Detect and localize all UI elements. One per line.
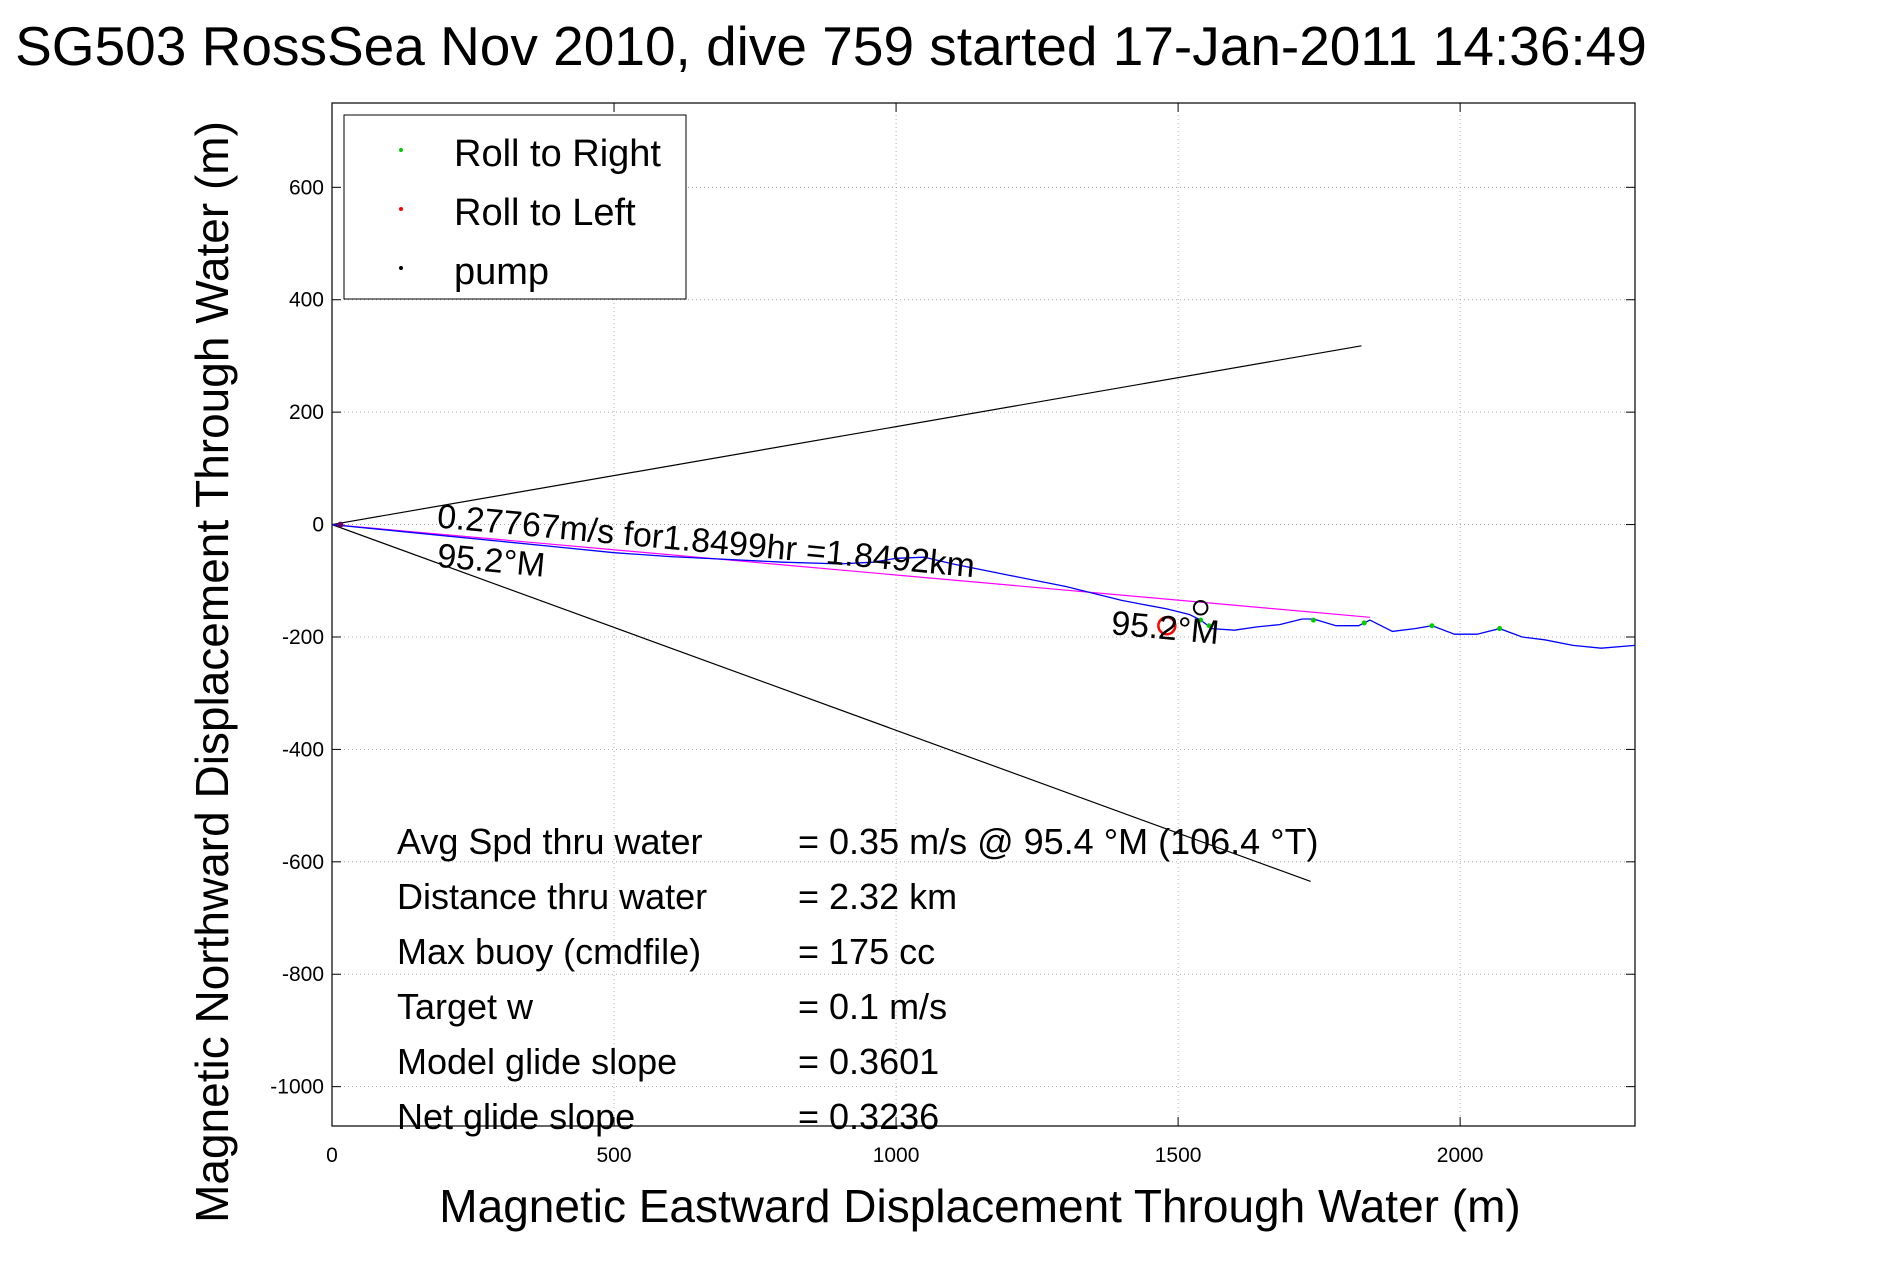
legend-label: Roll to Left <box>454 192 636 234</box>
cone-upper-line <box>332 345 1362 526</box>
series-layer <box>332 345 1635 883</box>
axis-ticks: 0 500 1000 1500 20006004002000-200-400-600-8… <box>270 103 1635 1167</box>
pump-loop <box>1192 599 1209 616</box>
y-tick-label: 400 <box>289 289 324 312</box>
annotation-label: 95.2°M <box>1110 604 1221 652</box>
roll-right-point <box>1497 626 1503 632</box>
stat-value: = 0.35 m/s @ 95.4 °M (106.4 °T) <box>798 821 1319 862</box>
chart-title: SG503 RossSea Nov 2010, dive 759 started… <box>15 15 1647 77</box>
y-tick-label: -1000 <box>270 1076 324 1099</box>
y-axis-label: Magnetic Northward Displacement Through … <box>186 121 238 1223</box>
legend-marker <box>399 148 403 152</box>
stat-value: = 175 cc <box>798 931 935 972</box>
x-tick-label: 1500 <box>1155 1144 1202 1167</box>
roll-right-point <box>1310 617 1316 623</box>
y-tick-label: 200 <box>289 401 324 424</box>
stat-label: Model glide slope <box>397 1041 677 1082</box>
x-tick-label: 500 <box>597 1144 632 1167</box>
stat-label: Target w <box>397 986 534 1027</box>
stat-value: = 0.1 m/s <box>798 986 947 1027</box>
legend-label: pump <box>454 251 549 293</box>
cone-lower-line <box>332 524 1311 883</box>
legend-marker <box>399 266 403 270</box>
x-axis-label: Magnetic Eastward Displacement Through W… <box>439 1180 1520 1232</box>
y-tick-label: -600 <box>282 851 324 874</box>
stat-label: Distance thru water <box>397 876 707 917</box>
roll-right-point <box>1206 623 1212 629</box>
legend: Roll to Right Roll to Left pump <box>343 114 687 300</box>
y-tick-label: -800 <box>282 963 324 986</box>
stats-block: Avg Spd thru water = 0.35 m/s @ 95.4 °M (… <box>397 821 1319 1137</box>
track-line <box>332 523 1635 649</box>
legend-marker <box>399 207 403 211</box>
legend-label: Roll to Right <box>454 133 661 175</box>
y-tick-label: 0 <box>312 514 324 537</box>
stat-value: = 0.3601 <box>798 1041 939 1082</box>
roll-left-loop <box>1157 616 1177 636</box>
stat-label: Avg Spd thru water <box>397 821 703 862</box>
stat-value: = 2.32 km <box>798 876 957 917</box>
y-tick-label: -200 <box>282 626 324 649</box>
axes-box <box>331 102 1636 1127</box>
roll-right-point <box>1429 623 1435 629</box>
stat-value: = 0.3236 <box>798 1096 939 1137</box>
stat-label: Max buoy (cmdfile) <box>397 931 701 972</box>
roll-right-point <box>1198 617 1204 623</box>
x-tick-label: 2000 <box>1437 1144 1484 1167</box>
y-tick-label: -400 <box>282 738 324 761</box>
y-tick-label: 600 <box>289 176 324 199</box>
x-tick-label: 1000 <box>873 1144 920 1167</box>
roll-right-point <box>1361 620 1367 626</box>
x-tick-label: 0 <box>326 1144 338 1167</box>
annotation-layer: 0.27767m/s for1.8499hr =1.8492km95.2°M95… <box>436 498 1221 653</box>
start-cluster <box>337 521 344 528</box>
stat-label: Net glide slope <box>397 1096 635 1137</box>
